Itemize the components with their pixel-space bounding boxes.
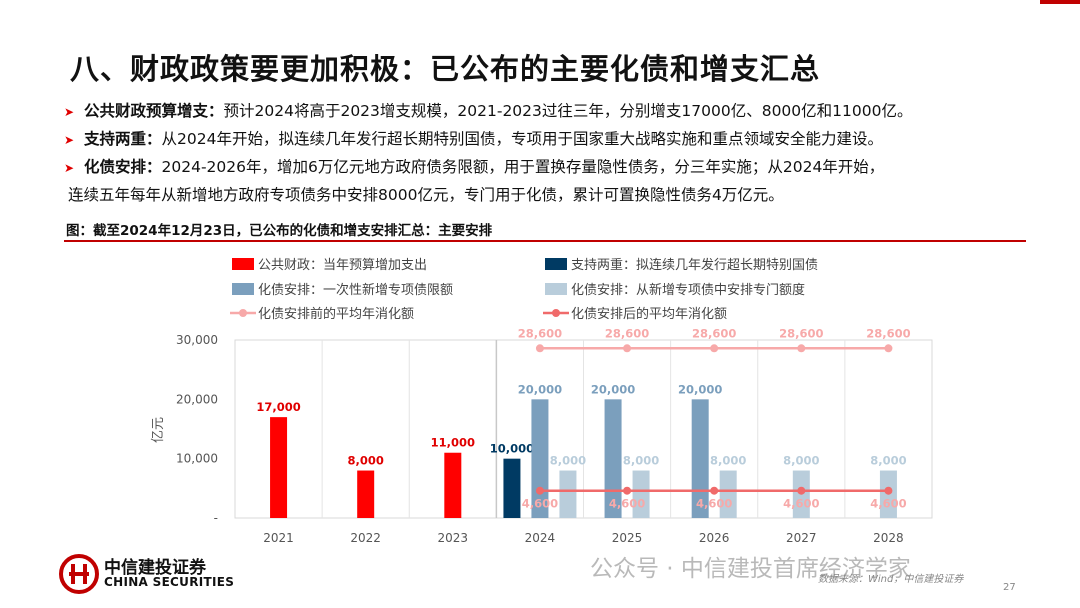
bullet-label: 公共财政预算增支： bbox=[84, 102, 224, 120]
y-tick-label: 30,000 bbox=[176, 333, 218, 347]
bar-data-label: 20,000 bbox=[678, 382, 722, 396]
bar bbox=[691, 399, 709, 518]
bar-data-label: 8,000 bbox=[550, 454, 586, 468]
arrow-icon: ➤ bbox=[64, 105, 75, 119]
bullet-text: 2024-2026年，增加6万亿元地方政府债务限额，用于置换存量隐性债务，分三年… bbox=[161, 158, 885, 176]
line-point bbox=[884, 344, 893, 353]
legend-swatch-marker bbox=[552, 309, 560, 317]
top-accent-bar bbox=[1040, 0, 1080, 4]
line-data-label: 28,600 bbox=[518, 326, 562, 340]
bullet-two-key: ➤ 支持两重：从2024年开始，拟连续几年发行超长期特别国债，专项用于国家重大战略… bbox=[64, 126, 1064, 154]
line-point bbox=[710, 344, 719, 353]
legend-label: 化债安排：从新增专项债中安排专门额度 bbox=[571, 282, 805, 298]
bar bbox=[270, 417, 288, 518]
legend-swatch-marker bbox=[239, 309, 247, 317]
bullet-label: 化债安排： bbox=[84, 158, 162, 176]
bar-data-label: 20,000 bbox=[518, 382, 562, 396]
arrow-icon: ➤ bbox=[64, 161, 75, 175]
citic-logo-icon bbox=[59, 554, 99, 594]
line-data-label: 4,600 bbox=[870, 497, 906, 511]
line-data-label: 4,600 bbox=[609, 497, 645, 511]
x-tick-label: 2026 bbox=[699, 531, 730, 545]
bar bbox=[604, 399, 622, 518]
figure-caption: 图：截至2024年12月23日，已公布的化债和增支安排汇总：主要安排 bbox=[66, 223, 493, 239]
legend-label: 化债安排：一次性新增专项债限额 bbox=[258, 282, 453, 298]
bullet-budget: ➤ 公共财政预算增支：预计2024将高于2023增支规模，2021-2023过往三… bbox=[64, 98, 1064, 126]
legend-swatch bbox=[232, 258, 254, 270]
line-point bbox=[884, 486, 893, 495]
company-logo: 中信建投证券 CHINA SECURITIES bbox=[58, 553, 234, 599]
page-title: 八、财政政策要更加积极：已公布的主要化债和增支汇总 bbox=[70, 52, 821, 86]
x-tick-label: 2023 bbox=[438, 531, 469, 545]
data-source: 数据来源：Wind，中信建投证券 bbox=[818, 574, 964, 585]
line-data-label: 4,600 bbox=[783, 497, 819, 511]
bar-data-label: 17,000 bbox=[256, 400, 300, 414]
legend-label: 支持两重：拟连续几年发行超长期特别国债 bbox=[571, 257, 818, 273]
y-axis-label: 亿元 bbox=[151, 417, 166, 443]
watermark: 公众号 · 中信建投首席经济学家 bbox=[590, 556, 911, 582]
bar-data-label: 8,000 bbox=[870, 454, 906, 468]
logo-en: CHINA SECURITIES bbox=[104, 575, 235, 589]
x-tick-label: 2024 bbox=[525, 531, 556, 545]
legend-label: 公共财政：当年预算增加支出 bbox=[258, 258, 427, 273]
bar bbox=[632, 470, 650, 518]
line-point bbox=[623, 344, 632, 353]
bar-data-label: 8,000 bbox=[347, 454, 383, 468]
line-point bbox=[797, 486, 806, 495]
line-data-label: 28,600 bbox=[779, 326, 823, 340]
line-data-label: 4,600 bbox=[522, 497, 558, 511]
line-point bbox=[535, 486, 544, 495]
legend-label: 化债安排后的平均年消化额 bbox=[571, 306, 727, 322]
y-tick-label: 10,000 bbox=[176, 452, 218, 466]
bar-data-label: 8,000 bbox=[623, 454, 659, 468]
y-tick-label: 20,000 bbox=[176, 392, 218, 406]
bar-data-label: 11,000 bbox=[431, 436, 475, 450]
bar bbox=[357, 470, 375, 518]
bullet-debt: ➤ 化债安排：2024-2026年，增加6万亿元地方政府债务限额，用于置换存量隐性… bbox=[64, 154, 1064, 182]
line-data-label: 28,600 bbox=[692, 326, 736, 340]
bullet-debt-continuation: 连续五年每年从新增地方政府专项债务中安排8000亿元，专门用于化债，累计可置换隐… bbox=[68, 186, 784, 204]
bar-data-label: 8,000 bbox=[710, 454, 746, 468]
bar bbox=[719, 470, 737, 518]
line-data-label: 28,600 bbox=[866, 326, 910, 340]
bullet-text: 从2024年开始，拟连续几年发行超长期特别国债，专项用于国家重大战略实施和重点领… bbox=[161, 130, 883, 148]
legend-swatch bbox=[545, 283, 567, 295]
legend-label: 化债安排前的平均年消化额 bbox=[258, 306, 414, 322]
legend-swatch bbox=[545, 258, 567, 270]
bar-data-label: 20,000 bbox=[591, 382, 635, 396]
bullet-text: 预计2024将高于2023增支规模，2021-2023过往三年，分别增支1700… bbox=[223, 102, 913, 120]
bullet-list: ➤ 公共财政预算增支：预计2024将高于2023增支规模，2021-2023过往三… bbox=[64, 98, 1064, 209]
x-tick-label: 2025 bbox=[612, 531, 643, 545]
line-data-label: 28,600 bbox=[605, 326, 649, 340]
x-tick-label: 2028 bbox=[873, 531, 904, 545]
x-tick-label: 2022 bbox=[350, 531, 381, 545]
x-tick-label: 2021 bbox=[263, 531, 294, 545]
bullet-label: 支持两重： bbox=[84, 130, 162, 148]
bar bbox=[531, 399, 549, 518]
bar bbox=[559, 470, 577, 518]
line-point bbox=[797, 344, 806, 353]
x-tick-label: 2027 bbox=[786, 531, 817, 545]
line-point bbox=[623, 486, 632, 495]
bar-data-label: 10,000 bbox=[490, 442, 534, 456]
logo-cn: 中信建投证券 bbox=[104, 558, 206, 578]
line-point bbox=[535, 344, 544, 353]
page-number: 27 bbox=[1003, 582, 1016, 593]
bar bbox=[444, 452, 462, 518]
legend-swatch bbox=[232, 283, 254, 295]
caption-rule bbox=[64, 240, 1026, 242]
bar bbox=[503, 458, 521, 518]
arrow-icon: ➤ bbox=[64, 133, 75, 147]
line-data-label: 4,600 bbox=[696, 497, 732, 511]
line-point bbox=[710, 486, 719, 495]
bar-data-label: 8,000 bbox=[783, 454, 819, 468]
y-tick-label: - bbox=[214, 511, 218, 525]
